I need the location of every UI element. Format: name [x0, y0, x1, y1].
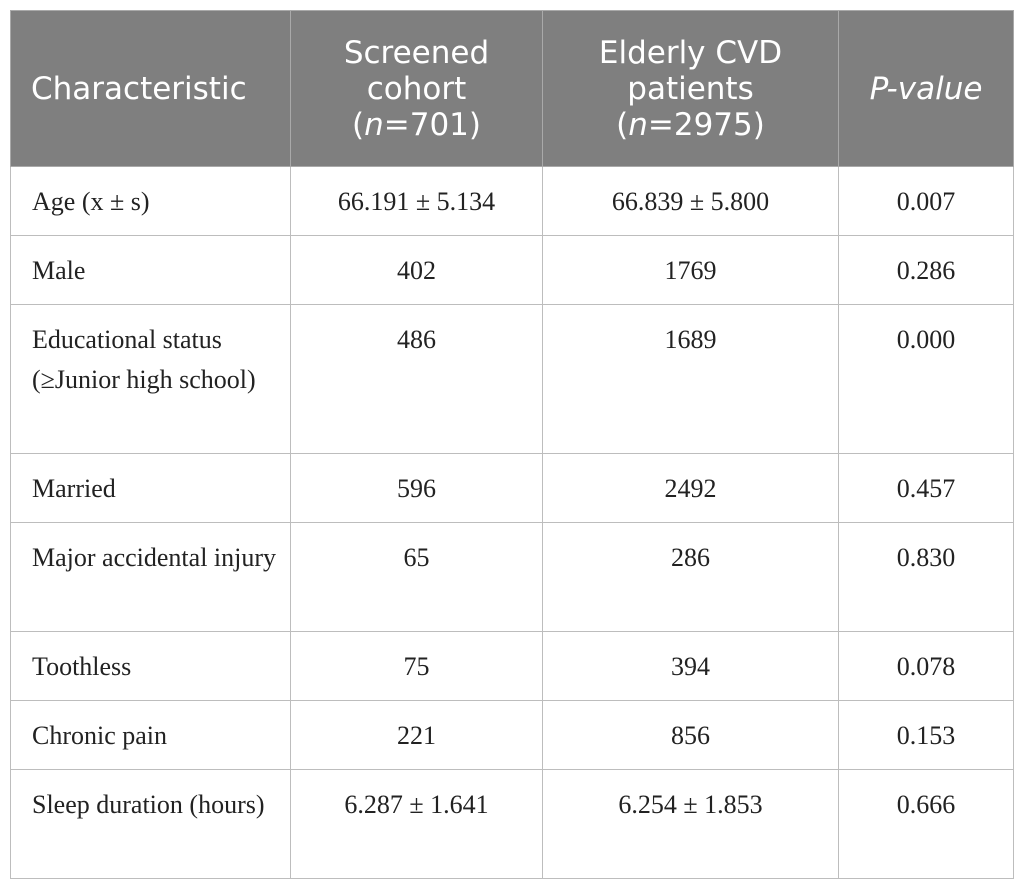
cell-p-value: 0.153	[838, 700, 1014, 770]
cell-p-value: 0.286	[838, 235, 1014, 305]
cell-characteristic: Married	[10, 453, 291, 523]
cell-p-value: 0.666	[838, 769, 1014, 879]
header-screened-line2: cohort	[366, 70, 467, 107]
header-elderly-cvd: Elderly CVD patients (n=2975)	[542, 10, 839, 167]
header-elderly-n-prefix: (	[616, 106, 629, 143]
cell-characteristic: Age (x ± s)	[10, 166, 291, 236]
cell-p-value: 0.007	[838, 166, 1014, 236]
header-elderly-n-italic: n	[628, 106, 648, 143]
header-p-value: P-value	[838, 10, 1014, 167]
cell-screened: 221	[290, 700, 543, 770]
cell-screened: 66.191 ± 5.134	[290, 166, 543, 236]
cell-elderly: 2492	[542, 453, 839, 523]
header-screened-line1: Screened	[343, 34, 490, 71]
cell-elderly: 856	[542, 700, 839, 770]
table-row: Married 596 2492 0.457	[10, 453, 1014, 523]
characteristics-table: Characteristic Screened cohort (n=701) E…	[10, 10, 1014, 879]
table-row: Age (x ± s) 66.191 ± 5.134 66.839 ± 5.80…	[10, 166, 1014, 236]
header-characteristic: Characteristic	[10, 10, 291, 167]
cell-screened: 75	[290, 631, 543, 701]
cell-elderly: 66.839 ± 5.800	[542, 166, 839, 236]
header-screened-n-value: =701)	[383, 106, 481, 143]
header-row: Characteristic Screened cohort (n=701) E…	[10, 10, 1014, 167]
table-row: Toothless 75 394 0.078	[10, 631, 1014, 701]
cell-p-value: 0.000	[838, 304, 1014, 454]
table-row: Male 402 1769 0.286	[10, 235, 1014, 305]
cell-characteristic: Toothless	[10, 631, 291, 701]
cell-elderly: 1769	[542, 235, 839, 305]
table-row: Chronic pain 221 856 0.153	[10, 700, 1014, 770]
table-row: Major accidental injury 65 286 0.830	[10, 522, 1014, 632]
cell-screened: 65	[290, 522, 543, 632]
header-elderly-line1: Elderly CVD	[598, 34, 783, 71]
cell-characteristic: Major accidental injury	[10, 522, 291, 632]
cell-elderly: 286	[542, 522, 839, 632]
table-row: Educational status (≥Junior high school)…	[10, 304, 1014, 454]
cell-characteristic: Chronic pain	[10, 700, 291, 770]
cell-elderly: 1689	[542, 304, 839, 454]
header-p-value-label: P-value	[869, 70, 983, 107]
cell-characteristic: Educational status (≥Junior high school)	[10, 304, 291, 454]
cell-characteristic: Male	[10, 235, 291, 305]
header-screened-cohort: Screened cohort (n=701)	[290, 10, 543, 167]
cell-screened: 486	[290, 304, 543, 454]
cell-p-value: 0.830	[838, 522, 1014, 632]
cell-screened: 596	[290, 453, 543, 523]
cell-p-value: 0.457	[838, 453, 1014, 523]
table-row: Sleep duration (hours) 6.287 ± 1.641 6.2…	[10, 769, 1014, 879]
cell-screened: 402	[290, 235, 543, 305]
cell-screened: 6.287 ± 1.641	[290, 769, 543, 879]
cell-elderly: 6.254 ± 1.853	[542, 769, 839, 879]
header-elderly-n-value: =2975)	[647, 106, 765, 143]
cell-elderly: 394	[542, 631, 839, 701]
header-screened-n-italic: n	[364, 106, 384, 143]
cell-characteristic: Sleep duration (hours)	[10, 769, 291, 879]
header-elderly-line2: patients	[627, 70, 754, 107]
header-screened-n-prefix: (	[351, 106, 365, 143]
cell-p-value: 0.078	[838, 631, 1014, 701]
